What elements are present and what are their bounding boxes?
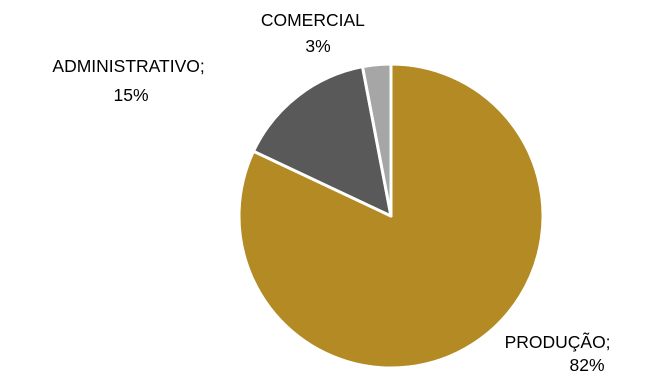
label-administrativo-value: 15% xyxy=(113,85,148,105)
label-comercial-name: COMERCIAL xyxy=(261,10,365,30)
pie-slices xyxy=(237,62,545,370)
label-comercial: COMERCIAL 3% xyxy=(261,10,369,56)
data-labels: PRODUÇÃO; 82% ADMINISTRATIVO; 15% COMERC… xyxy=(52,10,616,375)
label-comercial-value: 3% xyxy=(305,36,330,56)
label-producao-name: PRODUÇÃO; xyxy=(505,331,611,352)
label-administrativo-name: ADMINISTRATIVO; xyxy=(52,56,204,76)
pie-slice-comercial xyxy=(361,62,393,218)
label-administrativo: ADMINISTRATIVO; 15% xyxy=(52,56,209,105)
pie-slice-administrativo xyxy=(251,65,393,218)
label-producao-value: 82% xyxy=(569,355,604,375)
label-producao: PRODUÇÃO; 82% xyxy=(505,331,616,375)
